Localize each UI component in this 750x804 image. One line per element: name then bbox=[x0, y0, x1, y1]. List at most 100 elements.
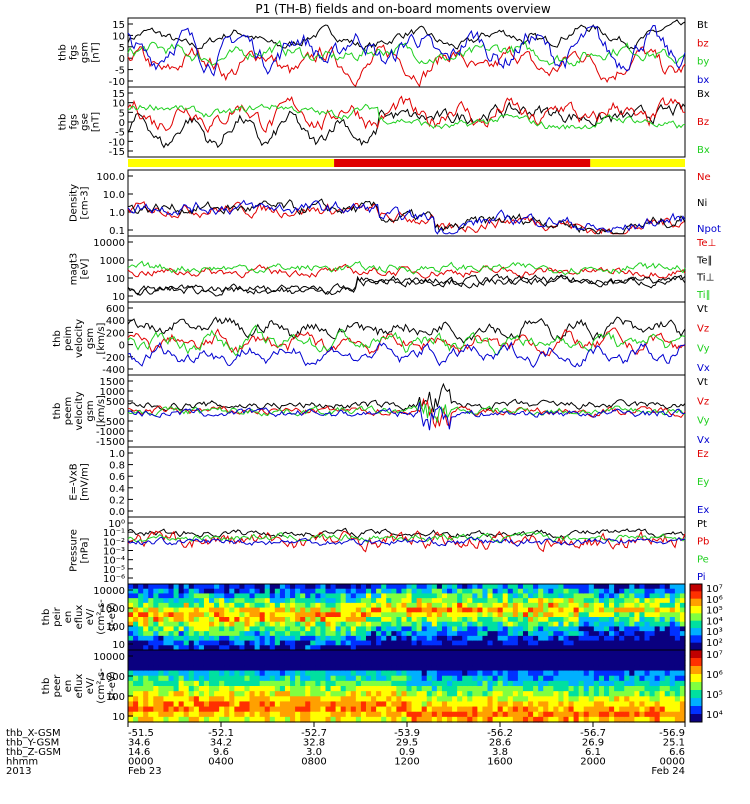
spectrogram-cell bbox=[198, 598, 205, 604]
spectrogram-cell bbox=[371, 640, 377, 646]
spectrogram-cell bbox=[558, 635, 565, 642]
spectrogram-cell bbox=[472, 617, 478, 623]
spectrogram-cell bbox=[254, 716, 261, 723]
spectrogram-cell bbox=[173, 626, 180, 632]
spectrogram-cell bbox=[649, 686, 656, 692]
spectrogram-cell bbox=[290, 686, 296, 692]
spectrogram-cell bbox=[315, 593, 322, 599]
spectrogram-cell bbox=[214, 670, 220, 677]
spectrogram-cell bbox=[639, 680, 646, 687]
spectrogram-cell bbox=[396, 607, 403, 613]
spectrogram-cell bbox=[371, 665, 377, 672]
spectrogram-cell bbox=[391, 617, 397, 623]
spectrogram-cell bbox=[386, 640, 392, 646]
spectrogram-cell bbox=[568, 706, 575, 713]
spectrogram-cell bbox=[401, 612, 408, 618]
spectrogram-cell bbox=[522, 621, 529, 628]
spectrogram-cell bbox=[568, 607, 575, 613]
spectrogram-cell bbox=[472, 680, 478, 687]
spectrogram-cell bbox=[188, 675, 195, 682]
spectrogram-cell bbox=[350, 631, 357, 637]
spectrogram-cell bbox=[330, 635, 337, 642]
spectrogram-cell bbox=[482, 635, 489, 642]
spectrogram-cell bbox=[629, 680, 635, 687]
spectrogram-cell bbox=[365, 602, 372, 609]
spectrogram-cell bbox=[406, 711, 413, 718]
spectrogram-cell bbox=[305, 640, 311, 646]
spectrogram-cell bbox=[244, 711, 251, 718]
spectrogram-cell bbox=[603, 675, 610, 682]
spectrogram-cell bbox=[178, 602, 185, 609]
spectrogram-cell bbox=[543, 675, 549, 682]
colorbar-swatch bbox=[690, 606, 702, 614]
spectrogram-cell bbox=[669, 593, 676, 599]
spectrogram-cell bbox=[234, 640, 240, 646]
legend-entry: Vx bbox=[697, 363, 710, 374]
spectrogram-cell bbox=[396, 660, 403, 667]
spectrogram-cell bbox=[325, 602, 332, 609]
spectrogram-cell bbox=[543, 598, 549, 604]
spectrogram-cell bbox=[603, 701, 610, 708]
spectrogram-cell bbox=[624, 696, 630, 703]
spectrogram-cell bbox=[441, 617, 448, 623]
spectrogram-cell bbox=[609, 598, 615, 604]
spectrogram-cell bbox=[300, 612, 306, 618]
spectrogram-cell bbox=[624, 711, 630, 718]
spectrogram-cell bbox=[386, 711, 392, 718]
y-tick-label: -400 bbox=[102, 365, 125, 376]
spectrogram-cell bbox=[209, 593, 215, 599]
spectrogram-cell bbox=[548, 598, 554, 604]
spectrogram-cell bbox=[330, 584, 337, 590]
spectrogram-cell bbox=[335, 665, 342, 672]
spectrogram-cell bbox=[593, 691, 600, 697]
spectrogram-cell bbox=[254, 645, 261, 651]
spectrogram-cell bbox=[624, 626, 630, 632]
y-tick-label: 0 bbox=[119, 118, 125, 129]
spectrogram-cell bbox=[371, 617, 377, 623]
spectrogram-cell bbox=[538, 706, 544, 713]
spectrogram-cell bbox=[259, 686, 266, 692]
spectrogram-cell bbox=[528, 716, 534, 723]
spectrogram-cell bbox=[558, 617, 565, 623]
spectrogram-cell bbox=[259, 617, 266, 623]
spectrogram-cell bbox=[143, 680, 149, 687]
colorbar-swatch bbox=[690, 613, 702, 622]
spectrogram-cell bbox=[533, 670, 539, 677]
spectrogram-cell bbox=[462, 716, 468, 723]
spectrogram-cell bbox=[153, 640, 159, 646]
spectrogram-cell bbox=[487, 626, 494, 632]
spectrogram-cell bbox=[644, 626, 651, 632]
spectrogram-cell bbox=[163, 584, 170, 590]
spectrogram-cell bbox=[335, 680, 342, 687]
spectrogram-cell bbox=[203, 670, 210, 677]
spectrogram-cell bbox=[209, 626, 215, 632]
spectrogram-cell bbox=[295, 593, 301, 599]
spectrogram-cell bbox=[624, 691, 630, 697]
spectrogram-cell bbox=[386, 602, 392, 609]
spectrogram-cell bbox=[482, 617, 489, 623]
spectrogram-cell bbox=[467, 602, 473, 609]
spectrogram-cell bbox=[568, 612, 575, 618]
legend-entry: Ez bbox=[697, 449, 709, 460]
y-tick-label: 10 bbox=[112, 99, 125, 110]
spectrogram-cell bbox=[528, 696, 534, 703]
spectrogram-cell bbox=[249, 617, 256, 623]
spectrogram-cell bbox=[254, 612, 261, 618]
spectrogram-cell bbox=[158, 716, 165, 723]
spectrogram-cell bbox=[664, 680, 671, 687]
spectrogram-cell bbox=[203, 588, 210, 595]
spectrogram-cell bbox=[153, 711, 159, 718]
spectrogram-cell bbox=[168, 680, 175, 687]
spectrogram-cell bbox=[441, 691, 448, 697]
spectrogram-cell bbox=[198, 588, 205, 595]
spectrogram-cell bbox=[472, 593, 478, 599]
y-tick-label: 100 bbox=[106, 692, 125, 703]
spectrogram-cell bbox=[325, 716, 332, 723]
spectrogram-cell bbox=[421, 660, 428, 667]
spectrogram-cell bbox=[639, 670, 646, 677]
spectrogram-cell bbox=[229, 584, 235, 590]
spectrogram-cell bbox=[487, 607, 494, 613]
spectrogram-cell bbox=[644, 655, 651, 661]
spectrogram-cell bbox=[381, 593, 387, 599]
spectrogram-cell bbox=[644, 650, 651, 656]
